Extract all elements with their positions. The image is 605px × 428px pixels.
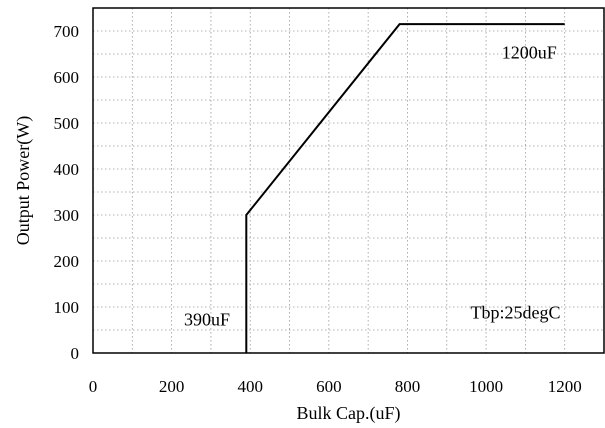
x-tick-label: 200: [159, 377, 185, 396]
x-tick-label: 0: [89, 377, 98, 396]
x-tick-label: 800: [395, 377, 421, 396]
y-tick-label: 300: [54, 206, 80, 225]
x-tick-label: 600: [316, 377, 342, 396]
annotations: 1200uF 390uF Tbp:25degC: [184, 43, 561, 330]
y-tick-label: 0: [71, 344, 80, 363]
grid: [93, 8, 604, 353]
annotation-label: Tbp:25degC: [471, 303, 561, 323]
annotation-label: 390uF: [184, 309, 230, 329]
x-axis-title: Bulk Cap.(uF): [296, 403, 400, 424]
plot-frame: [92, 7, 605, 354]
x-tick-label: 1000: [469, 377, 503, 396]
annotation-label: 1200uF: [502, 43, 557, 63]
x-tick-label: 400: [237, 377, 263, 396]
x-tick-labels: 0 200 400 600 800 1000 1200: [89, 377, 582, 396]
y-tick-label: 200: [54, 252, 80, 271]
y-tick-label: 500: [54, 114, 80, 133]
y-axis-title: Output Power(W): [13, 116, 34, 245]
x-tick-label: 1200: [548, 377, 582, 396]
y-tick-label: 700: [54, 22, 80, 41]
y-tick-label: 100: [54, 298, 80, 317]
y-tick-labels: 0 100 200 300 400 500 600 700: [54, 22, 80, 363]
y-tick-label: 400: [54, 160, 80, 179]
y-tick-label: 600: [54, 68, 80, 87]
series-line: [245, 23, 565, 353]
series-layer: [245, 23, 565, 353]
